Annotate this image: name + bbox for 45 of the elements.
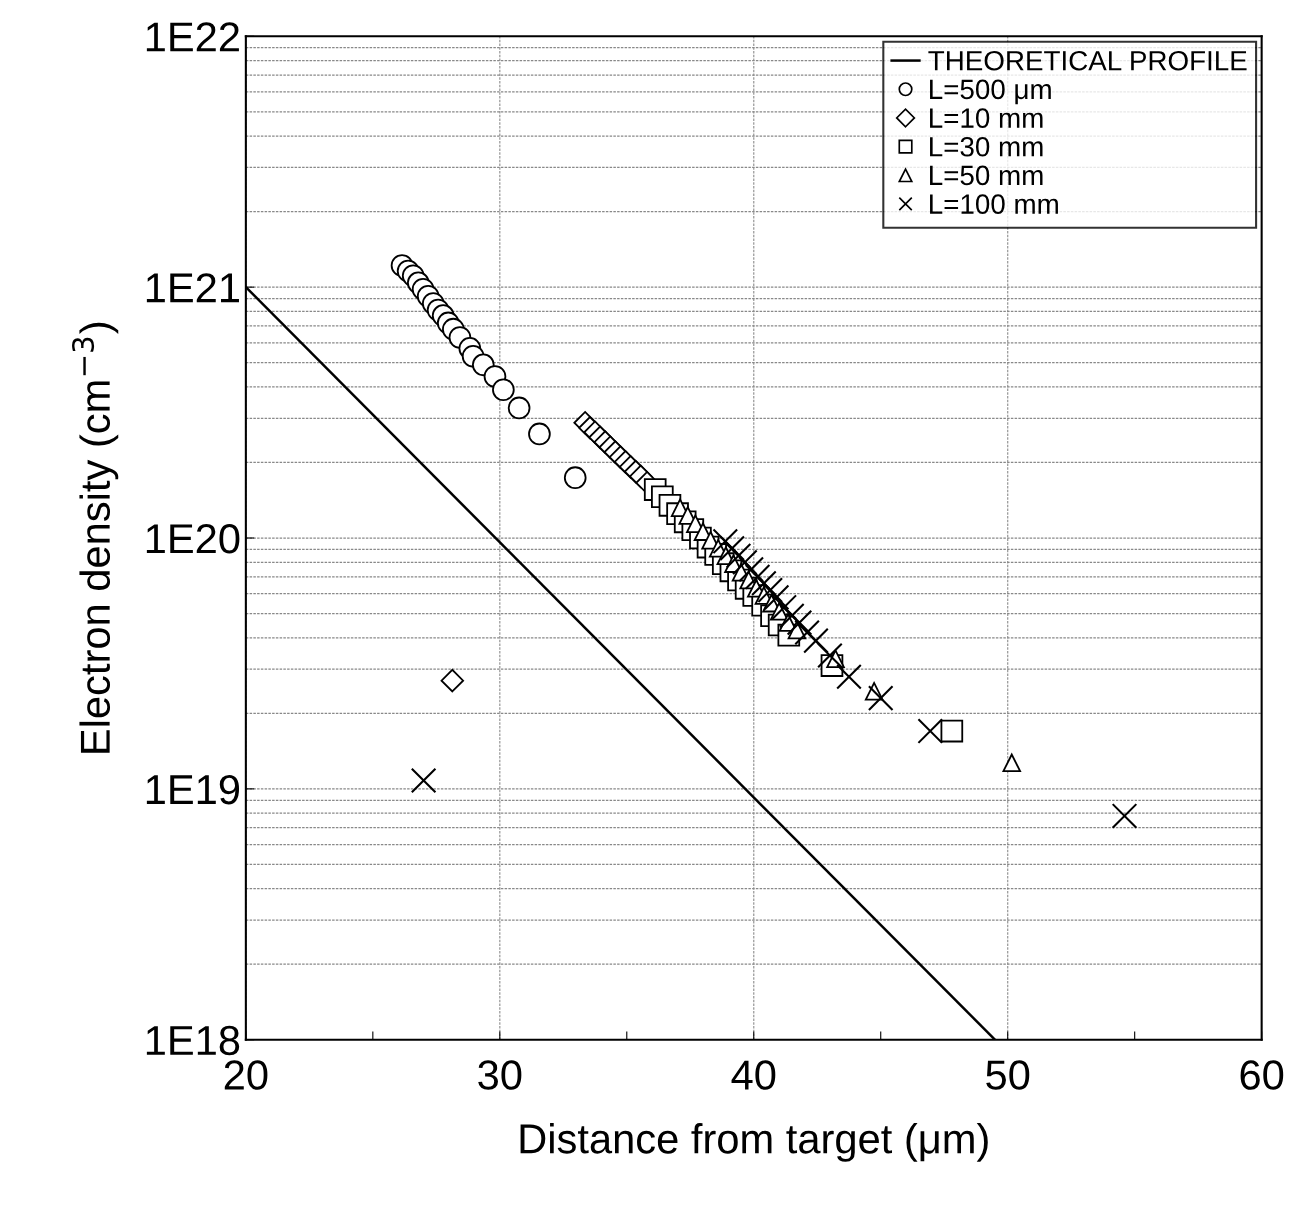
point — [794, 619, 820, 646]
point — [719, 535, 746, 562]
point — [917, 718, 944, 744]
point — [779, 602, 805, 629]
x-tick-label: 20 — [224, 1060, 268, 1090]
legend-label: L=30 mm — [930, 136, 1043, 157]
point — [492, 378, 515, 402]
point — [507, 396, 531, 420]
y-axis-title: Electron density (cm$^{−3}$) — [72, 322, 119, 753]
legend-label: L=50 mm — [930, 165, 1043, 186]
y-tick-label: 1E22 — [146, 22, 239, 52]
point — [1111, 803, 1138, 829]
point — [410, 767, 437, 794]
point — [751, 570, 777, 597]
x-tick-label: 40 — [731, 1060, 776, 1090]
point — [786, 609, 813, 636]
legend-label: L=100 mm — [930, 194, 1058, 214]
point — [763, 584, 790, 611]
point — [757, 577, 784, 603]
point — [712, 528, 739, 555]
point — [563, 466, 587, 489]
legend-label: L=500 μm — [930, 79, 1051, 105]
y-tick-label: 1E20 — [146, 524, 240, 554]
x-tick-label: 30 — [478, 1060, 522, 1090]
point — [771, 594, 798, 621]
point — [1002, 753, 1022, 773]
x-tick-label: 60 — [1240, 1060, 1284, 1090]
y-tick-label: 1E18 — [146, 1025, 240, 1056]
point — [732, 549, 758, 576]
y-tick-label: 1E21 — [146, 273, 239, 303]
x-tick-label: 50 — [986, 1060, 1030, 1090]
point — [528, 422, 551, 446]
x-axis-title: Distance from target (μm) — [520, 1123, 988, 1162]
point — [725, 542, 752, 569]
point — [803, 627, 829, 654]
point — [867, 685, 894, 711]
point — [817, 642, 843, 669]
point — [744, 564, 771, 590]
point — [940, 719, 964, 743]
legend-label: L=10 mm — [930, 108, 1043, 128]
legend-label: THEORETICAL PROFILE — [928, 50, 1247, 71]
point — [738, 556, 765, 583]
point — [836, 663, 862, 690]
point — [440, 668, 465, 693]
y-tick-label: 1E19 — [146, 774, 240, 805]
